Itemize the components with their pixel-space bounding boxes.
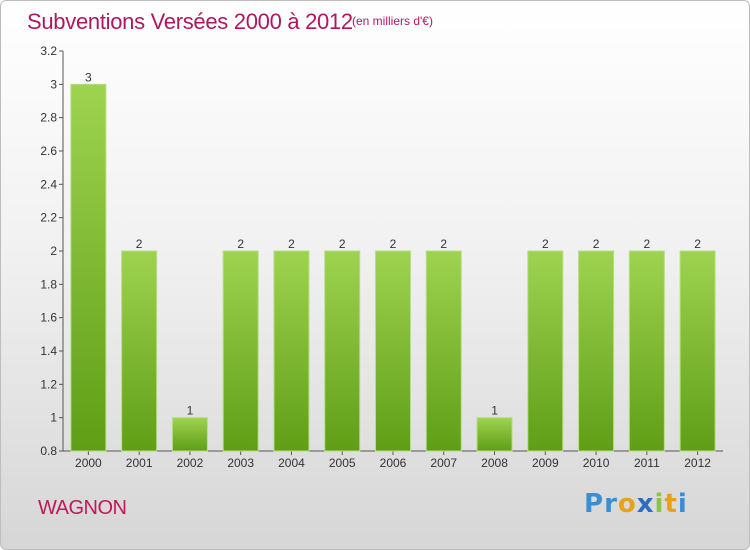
data-labels: 3 2 1 2 2 2 2 2 1 2 2 2 2 — [85, 70, 701, 417]
x-tick-label: 2012 — [684, 456, 711, 470]
data-label: 2 — [440, 237, 447, 251]
bar — [273, 250, 310, 452]
bars — [70, 83, 716, 452]
x-tick-label: 2007 — [430, 456, 457, 470]
y-tick-label: 3.2 — [40, 44, 57, 58]
bar — [425, 250, 462, 452]
y-tick-label: 1.6 — [40, 311, 57, 325]
y-tick-label: 2 — [50, 244, 57, 258]
data-label: 2 — [237, 237, 244, 251]
chart-subtitle: (en milliers d'€) — [352, 14, 433, 28]
y-tick-label: 1.8 — [40, 277, 57, 291]
y-tick-label: 1.2 — [40, 377, 57, 391]
y-tick-label: 1 — [50, 411, 57, 425]
y-tick-label: 2.6 — [40, 144, 57, 158]
y-tick-label: 1.4 — [40, 344, 57, 358]
bar — [375, 250, 411, 452]
bar — [679, 250, 716, 452]
bar — [171, 417, 208, 452]
brand-letter: o — [617, 489, 637, 519]
brand-letter: i — [677, 489, 688, 519]
y-tick-label: 2.4 — [40, 177, 57, 191]
bar — [70, 83, 107, 452]
data-label: 3 — [85, 70, 92, 84]
x-tick-label: 2008 — [481, 456, 508, 470]
x-axis: 2000 2001 2002 2003 2004 2005 2006 2007 2008 2009… — [63, 450, 723, 470]
data-label: 2 — [694, 237, 701, 251]
brand-logo: Proxiti — [584, 489, 688, 519]
chart-title: Subventions Versées 2000 à 2012 — [27, 9, 353, 34]
x-tick-label: 2011 — [634, 456, 660, 470]
x-tick-label: 2000 — [75, 456, 102, 470]
y-tick-label: 3 — [50, 77, 57, 91]
brand-letter: t — [664, 489, 678, 519]
bar — [628, 250, 665, 452]
commune-name: WAGNON — [38, 497, 127, 519]
data-label: 1 — [187, 404, 194, 418]
data-label: 2 — [288, 237, 295, 251]
data-label: 2 — [339, 237, 346, 251]
x-tick-label: 2005 — [329, 456, 356, 470]
x-tick-label: 2006 — [380, 456, 407, 470]
bar — [527, 250, 564, 452]
y-tick-label: 0.8 — [40, 444, 57, 458]
data-label: 2 — [390, 237, 397, 251]
x-tick-label: 2009 — [532, 456, 559, 470]
x-tick-label: 2002 — [177, 456, 204, 470]
y-tick-label: 2.8 — [40, 111, 57, 125]
brand-letter: P — [584, 489, 605, 519]
y-tick-label: 2.2 — [40, 211, 57, 225]
data-label: 2 — [542, 237, 549, 251]
brand-letter: i — [654, 489, 665, 519]
x-tick-label: 2010 — [583, 456, 610, 470]
bar — [324, 250, 361, 452]
bar — [578, 250, 615, 452]
y-axis: 3.2 3 2.8 2.6 2.4 2.2 2 1.8 1.6 1.4 1.2 1 0.8 — [40, 44, 64, 458]
bar — [121, 250, 158, 452]
bar — [476, 417, 513, 452]
data-label: 2 — [593, 237, 600, 251]
data-label: 1 — [491, 404, 498, 418]
x-tick-label: 2004 — [278, 456, 305, 470]
x-tick-label: 2003 — [227, 456, 254, 470]
brand-letter: r — [604, 489, 618, 519]
bar — [222, 250, 259, 452]
x-tick-label: 2001 — [126, 456, 153, 470]
data-label: 2 — [644, 237, 651, 251]
data-label: 2 — [136, 237, 143, 251]
brand-letter: x — [636, 489, 655, 519]
